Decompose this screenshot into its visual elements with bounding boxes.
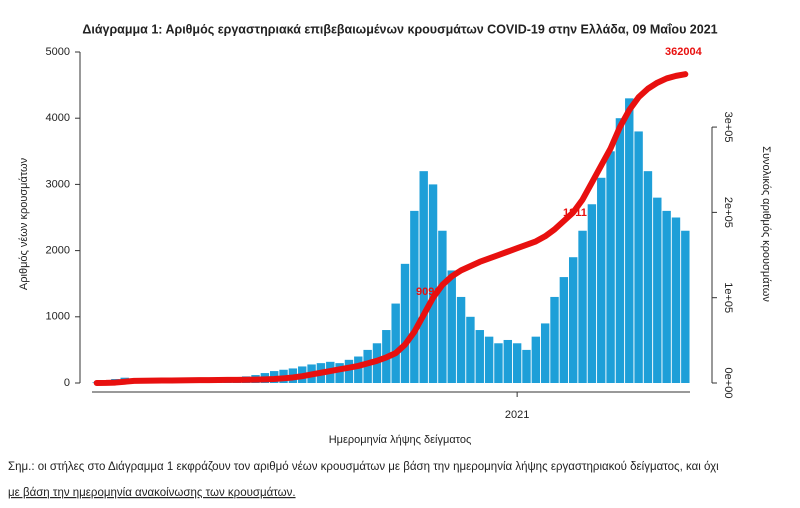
bar <box>475 330 484 383</box>
note-line: με βάση την ημερομηνία ανακοίνωσης των κ… <box>8 487 296 499</box>
bar <box>410 210 419 383</box>
bar <box>438 230 447 383</box>
annotation: 1811 <box>563 207 587 219</box>
bar <box>354 356 363 383</box>
bar <box>578 230 587 383</box>
bar <box>662 210 671 383</box>
bar <box>643 171 653 383</box>
y2-tick-label: 1e+05 <box>722 282 734 313</box>
bar <box>466 316 475 383</box>
bar <box>597 177 606 383</box>
x-tick-label: 2021 <box>505 409 529 421</box>
bar <box>615 118 625 383</box>
bar <box>587 204 597 383</box>
bar <box>512 343 522 383</box>
y2-tick-label: 0e+00 <box>722 368 734 399</box>
bar <box>606 151 615 383</box>
y2-axis-label: Συνολικός αριθμός κρουσμάτων <box>760 146 772 302</box>
y-tick-label: 2000 <box>46 245 70 257</box>
bar <box>391 303 400 383</box>
bar <box>568 257 578 383</box>
x-axis-label: Ημερομηνία λήψης δείγματος <box>329 434 472 446</box>
bar <box>522 349 531 383</box>
bar <box>634 131 643 383</box>
y-axis-label: Αριθμός νέων κρουσμάτων <box>18 157 30 290</box>
bar <box>484 336 494 383</box>
bar <box>625 98 634 383</box>
y-tick-label: 4000 <box>46 112 70 124</box>
bar <box>653 197 662 383</box>
y2-tick-label: 2e+05 <box>722 197 734 228</box>
chart-title: Διάγραμμα 1: Αριθμός εργαστηριακά επιβεβ… <box>82 22 717 36</box>
bar <box>419 171 428 383</box>
bar <box>494 343 503 383</box>
bar <box>550 296 559 383</box>
y2-tick-label: 3e+05 <box>722 112 734 143</box>
y-tick-label: 0 <box>64 377 70 389</box>
bar <box>681 230 690 383</box>
bar <box>559 277 569 383</box>
bar <box>344 359 354 383</box>
note-line: Σημ.: οι στήλες στο Διάγραμμα 1 εκφράζου… <box>8 461 719 473</box>
y-tick-label: 1000 <box>46 311 70 323</box>
annotation: 362004 <box>665 46 703 58</box>
bar <box>335 363 344 383</box>
bar <box>540 323 550 383</box>
y-tick-label: 3000 <box>46 178 70 190</box>
bar <box>428 184 438 383</box>
annotation: 9090 <box>416 286 440 298</box>
cumulative-line <box>93 71 689 386</box>
bar <box>400 263 410 383</box>
bar <box>531 336 541 383</box>
y-tick-label: 5000 <box>46 46 70 58</box>
bar <box>671 217 681 383</box>
bar <box>503 339 513 383</box>
bar <box>456 296 466 383</box>
bar <box>447 270 456 383</box>
